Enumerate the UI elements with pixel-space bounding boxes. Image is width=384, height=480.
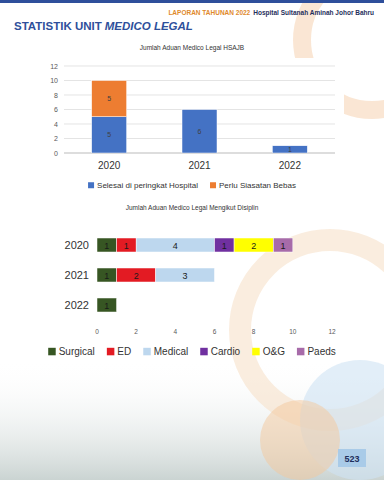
legend-swatch bbox=[88, 182, 94, 188]
chart-title: Jumlah Aduan Medico Legal HSAJB bbox=[140, 44, 244, 52]
header-report: LAPORAN TAHUNAN 2022 bbox=[168, 9, 250, 16]
y-tick-label: 12 bbox=[50, 63, 58, 70]
bar bbox=[117, 238, 137, 252]
data-label: 1 bbox=[104, 301, 109, 311]
data-label: 1 bbox=[288, 146, 292, 153]
chart-title: Jumlah Aduan Medico Legal Mengikut Disip… bbox=[126, 204, 259, 212]
page-number: 523 bbox=[344, 454, 359, 464]
data-label: 6 bbox=[198, 128, 202, 135]
bar bbox=[92, 117, 127, 153]
data-labels: 1 1 4 1 2 1 1 2 3 1 bbox=[104, 241, 285, 311]
header: LAPORAN TAHUNAN 2022Hospital Sultanah Am… bbox=[168, 9, 374, 17]
legend-label: Paeds bbox=[307, 346, 335, 357]
y-tick-label: 2022 bbox=[65, 299, 89, 311]
data-label: 1 bbox=[104, 271, 109, 281]
legend-swatch bbox=[143, 348, 151, 356]
top-rule bbox=[0, 0, 384, 3]
legend: Selesai di peringkat Hospital Perlu Siasa… bbox=[88, 181, 296, 190]
y-tick-label: 10 bbox=[50, 77, 58, 84]
y-tick-label: 2020 bbox=[65, 239, 89, 251]
legend-label: Perlu Siasatan Bebas bbox=[219, 181, 296, 190]
data-label: 2 bbox=[134, 271, 139, 281]
x-tick-label: 2020 bbox=[98, 160, 121, 171]
data-label: 1 bbox=[281, 241, 286, 251]
bar bbox=[117, 268, 156, 282]
legend-swatch bbox=[48, 348, 56, 356]
bar bbox=[97, 238, 117, 252]
x-tick-label: 12 bbox=[328, 328, 336, 335]
legend-label: ED bbox=[117, 346, 131, 357]
y-tick-label: 2 bbox=[54, 135, 58, 142]
legend-label: Selesai di peringkat Hospital bbox=[97, 181, 198, 190]
header-hospital: Hospital Sultanah Aminah Johor Bahru bbox=[253, 9, 374, 17]
bar bbox=[272, 146, 307, 153]
x-tick-label: 8 bbox=[252, 328, 256, 335]
legend-swatch bbox=[252, 348, 260, 356]
x-tick-label: 10 bbox=[289, 328, 297, 335]
bar bbox=[97, 268, 117, 282]
bar bbox=[273, 238, 293, 252]
y-tick-label: 4 bbox=[54, 121, 58, 128]
bar bbox=[136, 238, 214, 252]
legend-label: Cardio bbox=[211, 346, 241, 357]
decor-circle bbox=[260, 400, 340, 480]
legend: Surgical ED Medical Cardio O&G Paeds bbox=[48, 346, 336, 357]
page-number-box bbox=[338, 449, 366, 467]
bar bbox=[182, 110, 217, 154]
y-tick-label: 0 bbox=[54, 150, 58, 157]
bar bbox=[234, 238, 273, 252]
data-label: 5 bbox=[107, 95, 111, 102]
data-label: 1 bbox=[104, 241, 109, 251]
x-tick-label: 2021 bbox=[188, 160, 211, 171]
y-tick-label: 6 bbox=[54, 106, 58, 113]
data-labels: 5 5 6 1 bbox=[107, 95, 292, 153]
title-italic: MEDICO LEGAL bbox=[105, 20, 193, 32]
bars bbox=[97, 238, 293, 312]
data-label: 4 bbox=[173, 241, 178, 251]
bar bbox=[97, 298, 117, 312]
x-tick-label: 0 bbox=[95, 328, 99, 335]
y-tick-label: 8 bbox=[54, 92, 58, 99]
legend-swatch bbox=[200, 348, 208, 356]
bar bbox=[156, 268, 215, 282]
data-label: 5 bbox=[107, 131, 111, 138]
page: LAPORAN TAHUNAN 2022Hospital Sultanah Am… bbox=[0, 0, 384, 480]
legend-swatch bbox=[107, 348, 115, 356]
y-tick-label: 2021 bbox=[65, 269, 89, 281]
data-label: 3 bbox=[183, 271, 188, 281]
legend-label: Surgical bbox=[59, 346, 95, 357]
page-title: STATISTIK UNITMEDICO LEGAL bbox=[14, 20, 193, 32]
legend-swatch bbox=[297, 348, 305, 356]
x-tick-label: 4 bbox=[174, 328, 178, 335]
data-label: 2 bbox=[251, 241, 256, 251]
data-label: 1 bbox=[222, 241, 227, 251]
x-tick-label: 6 bbox=[213, 328, 217, 335]
data-label: 1 bbox=[124, 241, 129, 251]
x-tick-label: 2 bbox=[134, 328, 138, 335]
bar bbox=[215, 238, 235, 252]
legend-swatch bbox=[210, 182, 216, 188]
legend-label: O&G bbox=[263, 346, 285, 357]
bar bbox=[92, 81, 127, 117]
x-tick-label: 2022 bbox=[279, 160, 302, 171]
legend-label: Medical bbox=[154, 346, 188, 357]
grid-line bbox=[64, 66, 335, 67]
title-prefix: STATISTIK UNIT bbox=[14, 20, 102, 32]
chart-background bbox=[44, 58, 344, 194]
bars bbox=[92, 81, 308, 154]
